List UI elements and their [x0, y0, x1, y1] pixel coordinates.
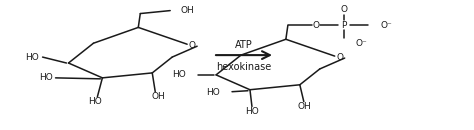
Text: OH: OH [298, 102, 312, 111]
Text: OH: OH [180, 6, 194, 15]
Text: HO: HO [206, 88, 220, 97]
Text: O: O [189, 41, 196, 50]
Text: HO: HO [245, 107, 259, 116]
Text: HO: HO [39, 73, 53, 82]
Text: O⁻: O⁻ [381, 21, 392, 30]
Text: O: O [312, 21, 319, 30]
Text: HO: HO [25, 53, 38, 62]
Text: OH: OH [151, 92, 165, 101]
Text: O: O [336, 53, 343, 62]
Text: hexokinase: hexokinase [216, 62, 272, 72]
Text: HO: HO [89, 97, 102, 106]
Text: O⁻: O⁻ [356, 39, 367, 48]
Text: HO: HO [173, 70, 186, 79]
Text: ATP: ATP [235, 40, 253, 50]
Text: O: O [340, 5, 347, 14]
Text: P: P [341, 21, 346, 30]
